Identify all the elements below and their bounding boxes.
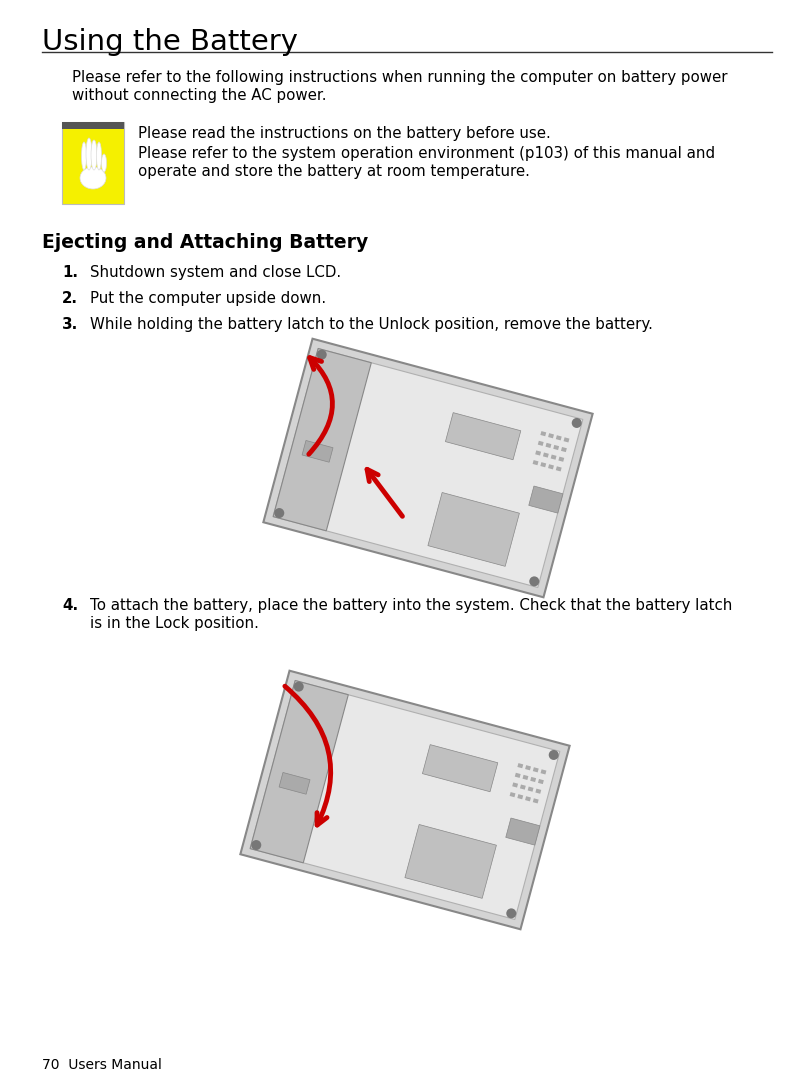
Polygon shape bbox=[527, 786, 533, 792]
Ellipse shape bbox=[101, 154, 107, 172]
Ellipse shape bbox=[82, 142, 87, 171]
Text: 3.: 3. bbox=[62, 317, 78, 332]
Circle shape bbox=[316, 350, 327, 359]
Polygon shape bbox=[510, 792, 515, 797]
Text: 2.: 2. bbox=[62, 291, 78, 306]
Ellipse shape bbox=[86, 138, 92, 171]
Text: is in the Lock position.: is in the Lock position. bbox=[90, 616, 259, 631]
Polygon shape bbox=[551, 455, 557, 459]
Text: To attach the battery, place the battery into the system. Check that the battery: To attach the battery, place the battery… bbox=[90, 598, 732, 613]
Ellipse shape bbox=[80, 167, 106, 189]
Polygon shape bbox=[525, 766, 531, 770]
Text: Shutdown system and close LCD.: Shutdown system and close LCD. bbox=[90, 265, 341, 280]
Polygon shape bbox=[525, 796, 531, 801]
Polygon shape bbox=[428, 492, 519, 566]
Polygon shape bbox=[536, 451, 541, 455]
Ellipse shape bbox=[91, 140, 97, 171]
Polygon shape bbox=[561, 447, 567, 452]
Text: 4.: 4. bbox=[62, 598, 78, 613]
Polygon shape bbox=[540, 431, 546, 437]
Circle shape bbox=[252, 841, 261, 850]
Polygon shape bbox=[250, 681, 560, 920]
Polygon shape bbox=[564, 438, 570, 442]
Text: Please refer to the following instructions when running the computer on battery : Please refer to the following instructio… bbox=[72, 70, 727, 85]
Text: Using the Battery: Using the Battery bbox=[42, 28, 298, 56]
Polygon shape bbox=[520, 784, 526, 790]
Polygon shape bbox=[548, 464, 554, 469]
Polygon shape bbox=[405, 824, 497, 898]
Polygon shape bbox=[523, 774, 528, 780]
Polygon shape bbox=[264, 339, 593, 597]
Polygon shape bbox=[545, 443, 552, 449]
Polygon shape bbox=[529, 487, 563, 513]
Polygon shape bbox=[273, 349, 371, 531]
Polygon shape bbox=[273, 349, 582, 588]
Polygon shape bbox=[540, 463, 546, 467]
Text: Please read the instructions on the battery before use.: Please read the instructions on the batt… bbox=[138, 126, 551, 141]
Circle shape bbox=[274, 508, 284, 518]
Polygon shape bbox=[422, 745, 498, 792]
Circle shape bbox=[572, 418, 582, 428]
Circle shape bbox=[506, 908, 516, 919]
Polygon shape bbox=[556, 466, 561, 471]
Polygon shape bbox=[538, 779, 544, 784]
Polygon shape bbox=[536, 788, 541, 794]
Polygon shape bbox=[530, 776, 536, 782]
Polygon shape bbox=[533, 798, 539, 804]
Circle shape bbox=[549, 750, 559, 760]
Polygon shape bbox=[279, 772, 310, 794]
Ellipse shape bbox=[96, 142, 101, 171]
Polygon shape bbox=[506, 818, 540, 845]
Text: operate and store the battery at room temperature.: operate and store the battery at room te… bbox=[138, 164, 530, 179]
Text: Please refer to the system operation environment (p103) of this manual and: Please refer to the system operation env… bbox=[138, 146, 715, 161]
Circle shape bbox=[529, 577, 540, 586]
Text: 1.: 1. bbox=[62, 265, 78, 280]
Polygon shape bbox=[240, 671, 570, 930]
Polygon shape bbox=[553, 445, 559, 450]
Polygon shape bbox=[549, 433, 554, 439]
Polygon shape bbox=[532, 460, 539, 465]
Polygon shape bbox=[515, 773, 521, 778]
Text: without connecting the AC power.: without connecting the AC power. bbox=[72, 88, 327, 103]
Polygon shape bbox=[517, 794, 523, 799]
Text: Put the computer upside down.: Put the computer upside down. bbox=[90, 291, 326, 306]
Polygon shape bbox=[512, 782, 518, 787]
Polygon shape bbox=[540, 769, 546, 774]
Polygon shape bbox=[556, 435, 561, 441]
Polygon shape bbox=[250, 681, 349, 862]
Bar bbox=[62, 122, 124, 204]
Polygon shape bbox=[302, 441, 333, 463]
Polygon shape bbox=[533, 767, 539, 772]
Polygon shape bbox=[518, 763, 523, 768]
Text: Ejecting and Attaching Battery: Ejecting and Attaching Battery bbox=[42, 233, 368, 252]
Bar bbox=[62, 122, 124, 129]
Polygon shape bbox=[446, 413, 521, 459]
Text: 70  Users Manual: 70 Users Manual bbox=[42, 1058, 162, 1072]
Circle shape bbox=[294, 682, 303, 692]
Text: While holding the battery latch to the Unlock position, remove the battery.: While holding the battery latch to the U… bbox=[90, 317, 653, 332]
Polygon shape bbox=[543, 453, 549, 457]
Polygon shape bbox=[538, 441, 544, 446]
Polygon shape bbox=[558, 456, 564, 462]
